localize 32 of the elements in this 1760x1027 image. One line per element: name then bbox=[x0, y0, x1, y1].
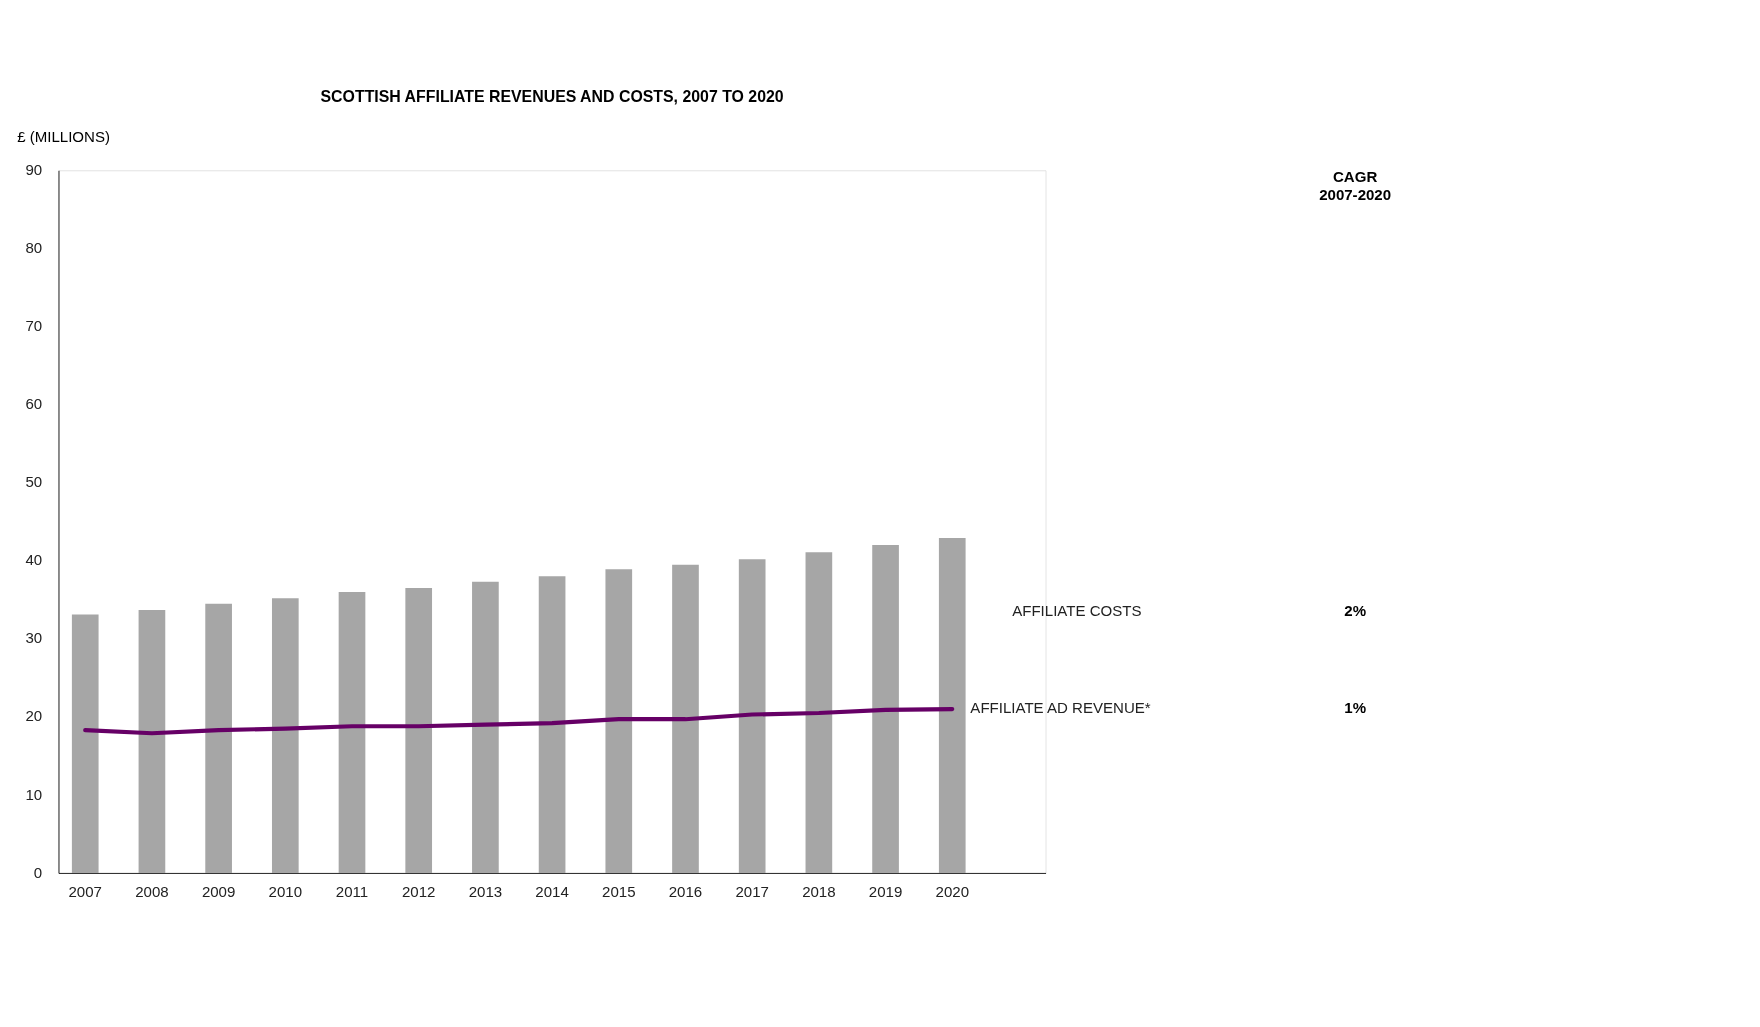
series-label: AFFILIATE AD REVENUE* bbox=[970, 699, 1151, 717]
x-tick-label: 2007 bbox=[68, 882, 102, 900]
x-tick-label: 2019 bbox=[868, 882, 903, 900]
x-tick-label: 2016 bbox=[668, 882, 703, 900]
x-tick-label: 2013 bbox=[468, 882, 503, 900]
y-tick-label: 10 bbox=[25, 785, 43, 803]
line-series bbox=[83, 706, 955, 736]
y-tick-label: 20 bbox=[25, 707, 43, 725]
text: AFFILIATE COSTS bbox=[1012, 601, 1142, 619]
x-tick-label: 2011 bbox=[335, 882, 369, 900]
x-tick-label: 2010 bbox=[268, 882, 303, 900]
y-tick-label: 60 bbox=[25, 395, 43, 413]
text: CAGR 2007-2020 bbox=[1319, 168, 1392, 204]
x-tick-label: 2008 bbox=[135, 882, 169, 900]
y-axis-title: £ (MILLIONS) bbox=[17, 128, 110, 146]
x-tick-label: 2020 bbox=[935, 882, 969, 900]
y-tick-label: 50 bbox=[25, 473, 43, 491]
x-tick-label: 2017 bbox=[735, 882, 769, 900]
text: 1% bbox=[1344, 699, 1367, 717]
chart-title: SCOTTISH AFFILIATE REVENUES AND COSTS, 2007 TO 2020 bbox=[320, 87, 784, 105]
y-tick-label: 90 bbox=[25, 160, 43, 178]
y-tick-label: 80 bbox=[25, 239, 43, 257]
text: 2% bbox=[1344, 601, 1367, 619]
x-tick-label: 2012 bbox=[401, 882, 436, 900]
x-tick-label: 2009 bbox=[201, 882, 236, 900]
y-tick-label: 30 bbox=[25, 629, 43, 647]
y-tick-label: 0 bbox=[33, 863, 43, 881]
y-tick-label: 40 bbox=[25, 551, 43, 569]
x-tick-label: 2018 bbox=[802, 882, 836, 900]
x-tick-label: 2015 bbox=[602, 882, 636, 900]
y-tick-label: 70 bbox=[25, 317, 43, 335]
x-tick-label: 2014 bbox=[535, 882, 569, 900]
